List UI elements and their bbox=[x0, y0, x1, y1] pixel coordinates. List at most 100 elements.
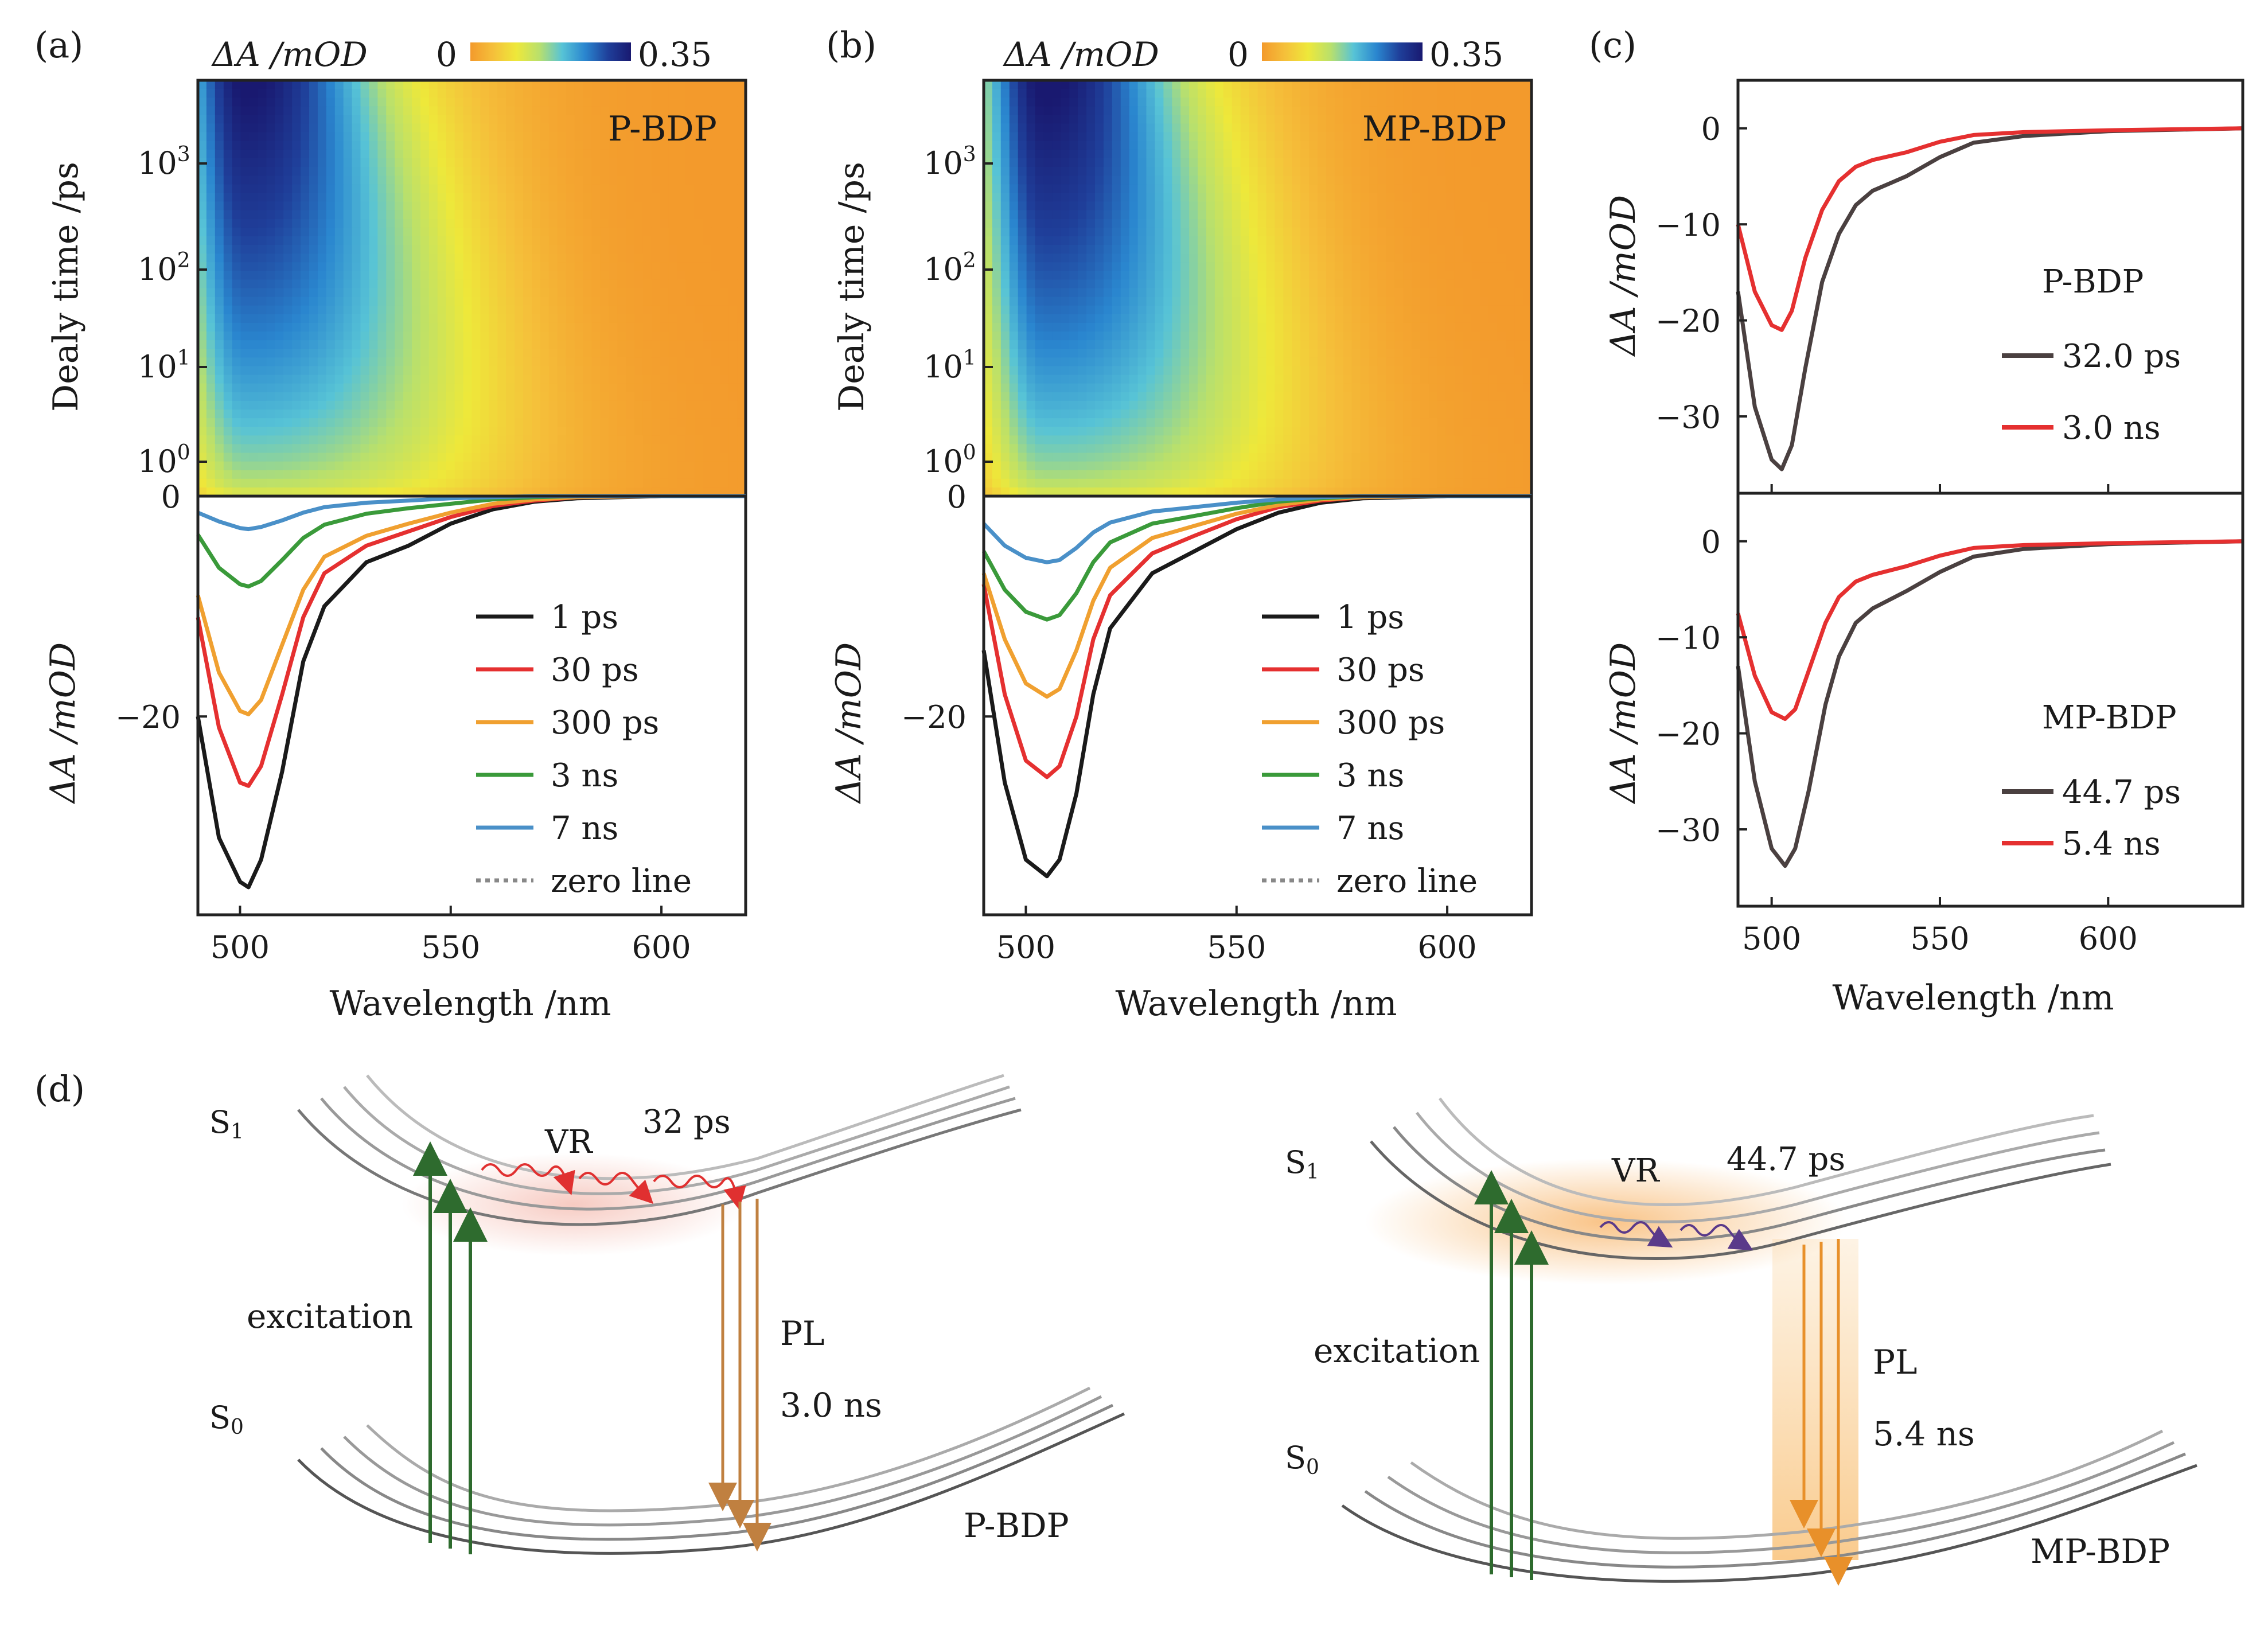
heatmap-cell bbox=[386, 366, 395, 376]
heatmap-cell bbox=[1095, 297, 1104, 306]
heatmap-cell bbox=[1061, 106, 1070, 116]
heatmap-cell bbox=[437, 141, 447, 150]
heatmap-cell bbox=[249, 106, 259, 116]
heatmap-cell bbox=[1275, 227, 1284, 237]
heatmap-cell bbox=[343, 141, 353, 150]
heatmap-cell bbox=[1412, 89, 1421, 98]
heatmap-cell bbox=[480, 201, 490, 211]
heatmap-cell bbox=[1035, 115, 1045, 124]
heatmap-cell bbox=[548, 305, 558, 315]
heatmap-cell bbox=[1318, 167, 1327, 176]
heatmap-cell bbox=[326, 383, 336, 393]
heatmap-cell bbox=[557, 305, 567, 315]
heatmap-cell bbox=[583, 435, 593, 445]
heatmap-cell bbox=[326, 167, 336, 176]
heatmap-cell bbox=[1009, 219, 1019, 228]
heatmap-cell bbox=[283, 340, 293, 349]
heatmap-cell bbox=[1120, 106, 1130, 116]
heatmap-cell bbox=[240, 80, 250, 89]
heatmap-cell bbox=[334, 305, 344, 315]
heatmap-cell bbox=[223, 340, 233, 349]
heatmap-cell bbox=[540, 193, 550, 202]
heatmap-cell bbox=[1437, 219, 1447, 228]
heatmap-cell bbox=[1112, 288, 1121, 298]
heatmap-cell bbox=[206, 167, 216, 176]
heatmap-cell bbox=[1275, 115, 1284, 124]
heatmap-cell bbox=[574, 461, 584, 471]
heatmap-cell bbox=[497, 184, 506, 194]
heatmap-cell bbox=[395, 227, 404, 237]
heatmap-cell bbox=[215, 340, 224, 349]
heatmap-cell bbox=[566, 288, 575, 298]
heatmap-cell bbox=[548, 375, 558, 384]
heatmap-cell bbox=[626, 410, 635, 419]
heatmap-cell bbox=[1326, 141, 1335, 150]
heatmap-cell bbox=[1018, 305, 1027, 315]
heatmap-cell bbox=[497, 314, 506, 323]
heatmap-cell bbox=[317, 141, 327, 150]
heatmap-cell bbox=[1163, 115, 1173, 124]
heatmap-cell bbox=[737, 184, 746, 194]
heatmap-cell bbox=[634, 176, 644, 185]
heatmap-cell bbox=[198, 470, 207, 479]
heatmap-cell bbox=[532, 357, 541, 367]
heatmap-cell bbox=[515, 80, 524, 89]
heatmap-cell bbox=[198, 305, 207, 315]
heatmap-cell bbox=[1360, 167, 1370, 176]
heatmap-cell bbox=[198, 184, 207, 194]
heatmap-cell bbox=[317, 470, 327, 479]
heatmap-cell bbox=[283, 478, 293, 488]
heatmap-cell bbox=[249, 176, 259, 185]
heatmap-cell bbox=[1514, 262, 1523, 272]
heatmap-cell bbox=[1471, 314, 1481, 323]
heatmap-cell bbox=[446, 418, 455, 427]
heatmap-cell bbox=[1437, 167, 1447, 176]
heatmap-cell bbox=[651, 158, 661, 167]
heatmap-cell bbox=[540, 98, 550, 107]
heatmap-cell bbox=[548, 340, 558, 349]
heatmap-cell bbox=[1172, 149, 1181, 159]
heatmap-cell bbox=[1120, 305, 1130, 315]
heatmap-cell bbox=[626, 470, 635, 479]
heatmap-cell bbox=[403, 427, 412, 436]
heatmap-cell bbox=[428, 141, 438, 150]
heatmap-cell bbox=[215, 400, 224, 410]
heatmap-cell bbox=[1471, 184, 1481, 194]
heatmap-cell bbox=[489, 400, 498, 410]
heatmap-cell bbox=[685, 392, 695, 401]
heatmap-cell bbox=[609, 201, 618, 211]
heatmap-cell bbox=[1035, 184, 1045, 194]
heatmap-cell bbox=[668, 279, 678, 289]
heatmap-cell bbox=[1292, 184, 1301, 194]
heatmap-cell bbox=[1343, 184, 1353, 194]
heatmap-cell bbox=[642, 106, 652, 116]
heatmap-cell bbox=[1318, 279, 1327, 289]
heatmap-cell bbox=[403, 262, 412, 272]
heatmap-cell bbox=[651, 288, 661, 298]
heatmap-cell bbox=[1437, 279, 1447, 289]
heatmap-cell bbox=[395, 123, 404, 133]
heatmap-cell bbox=[1275, 167, 1284, 176]
heatmap-cell bbox=[198, 115, 207, 124]
heatmap-cell bbox=[668, 305, 678, 315]
heatmap-cell bbox=[557, 279, 567, 289]
heatmap-cell bbox=[206, 115, 216, 124]
heatmap-cell bbox=[1369, 305, 1378, 315]
heatmap-cell bbox=[1026, 297, 1036, 306]
heatmap-cell bbox=[642, 427, 652, 436]
heatmap-cell bbox=[292, 410, 301, 419]
heatmap-cell bbox=[360, 444, 370, 454]
heatmap-cell bbox=[1360, 123, 1370, 133]
heatmap-cell bbox=[497, 305, 506, 315]
heatmap-cell bbox=[1120, 271, 1130, 280]
heatmap-cell bbox=[480, 444, 490, 454]
heatmap-cell bbox=[1420, 193, 1429, 202]
heatmap-cell bbox=[1120, 227, 1130, 237]
heatmap-cell bbox=[412, 461, 421, 471]
heatmap-cell bbox=[1523, 167, 1532, 176]
heatmap-cell bbox=[420, 149, 430, 159]
heatmap-cell bbox=[1420, 210, 1429, 220]
heatmap-cell bbox=[651, 375, 661, 384]
heatmap-cell bbox=[403, 470, 412, 479]
heatmap-cell bbox=[737, 262, 746, 272]
